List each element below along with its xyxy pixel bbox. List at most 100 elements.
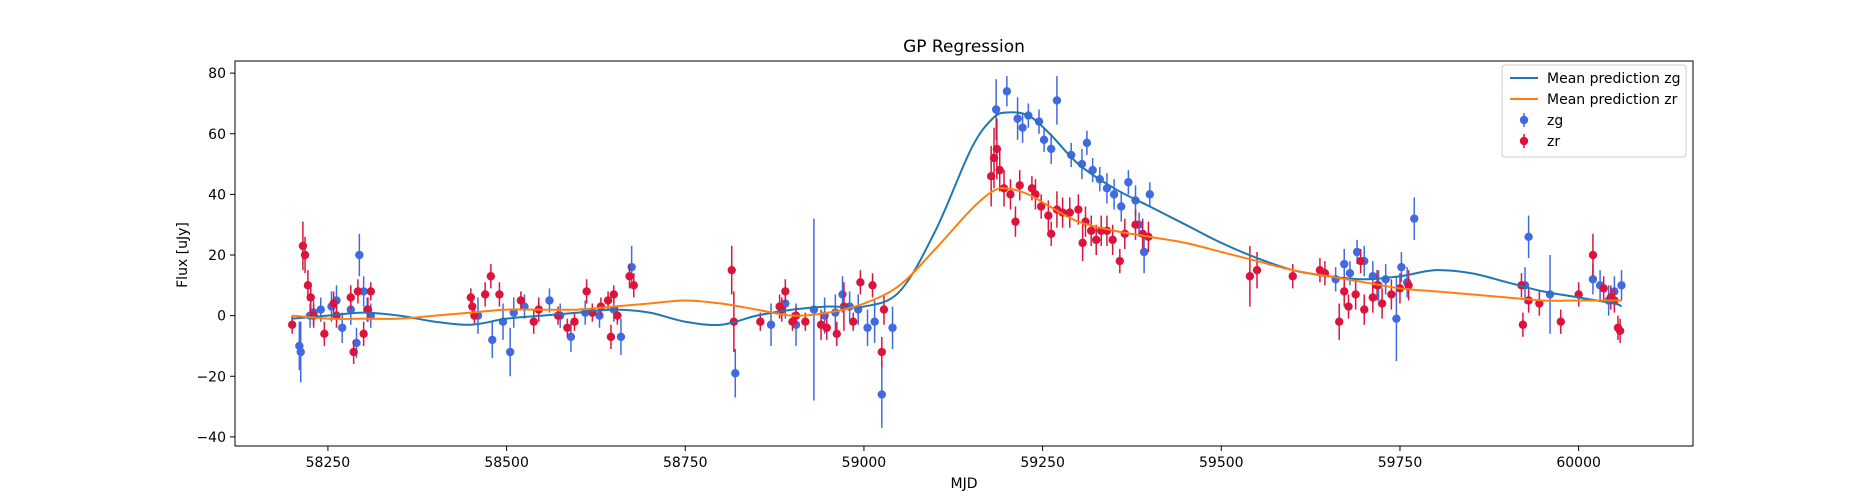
data-point-zg: [1018, 123, 1027, 132]
data-point-zg: [352, 338, 361, 348]
data-point-zr: [1131, 220, 1140, 229]
data-point-zg: [616, 332, 626, 342]
data-point-zr: [1087, 226, 1096, 235]
data-point-zr: [366, 287, 375, 296]
data-point-zr: [353, 287, 363, 296]
chart-title: GP Regression: [903, 37, 1025, 57]
data-point-zg: [488, 335, 497, 345]
data-point-zr: [486, 272, 496, 281]
data-point-zr: [468, 302, 477, 311]
data-point-zr: [300, 250, 310, 260]
x-tick-label: 60000: [1556, 455, 1601, 471]
data-point-zr: [877, 347, 887, 357]
data-point-zr: [1092, 235, 1101, 245]
data-point-zr: [1027, 184, 1037, 193]
data-point-zg: [1617, 281, 1626, 290]
data-point-zr: [1011, 217, 1020, 226]
x-tick-label: 59500: [1199, 455, 1244, 471]
data-point-zr: [1599, 284, 1608, 293]
data-point-zr: [570, 317, 579, 326]
legend-entry-zr-label: zr: [1547, 134, 1560, 150]
data-point-zr: [495, 290, 504, 299]
mean-line-zr: [292, 187, 1622, 320]
legend-entry-zg-marker: [1519, 115, 1529, 125]
data-point-zr: [1065, 208, 1074, 217]
data-point-zr: [1046, 229, 1056, 238]
data-point-zg: [1381, 275, 1390, 284]
data-point-zr: [563, 323, 572, 332]
data-point-zg: [627, 262, 636, 272]
data-point-zr: [992, 144, 1002, 154]
data-point-zr: [1588, 250, 1598, 260]
data-point-zr: [1006, 190, 1015, 199]
data-point-zg: [838, 290, 847, 299]
mean-line-zg: [292, 111, 1623, 326]
data-point-zg: [766, 320, 776, 329]
data-point-zr: [1044, 211, 1053, 220]
data-point-zr: [1252, 265, 1262, 275]
data-point-zg: [863, 323, 872, 332]
legend-entry-mean-zr-label: Mean prediction zr: [1547, 92, 1678, 108]
x-tick-label: 58250: [306, 455, 351, 471]
data-point-zg: [1124, 178, 1133, 187]
data-point-zr: [1351, 290, 1360, 299]
data-point-zr: [856, 278, 865, 287]
data-point-zr: [359, 329, 368, 339]
data-point-zr: [1245, 272, 1255, 281]
data-point-zr: [788, 317, 797, 326]
y-tick-label: −20: [196, 369, 226, 385]
data-point-zg: [1013, 114, 1022, 123]
data-point-zr: [625, 272, 634, 281]
y-tick-label: 60: [208, 127, 226, 143]
axes: 58250 58500 58750 59000 59250 59500 59750 60000…: [196, 60, 1694, 471]
data-point-zr: [582, 287, 591, 296]
data-point-zg: [296, 347, 305, 357]
legend-box: [1501, 64, 1687, 158]
data-point-zr: [553, 311, 563, 320]
data-point-zg: [1002, 87, 1012, 96]
data-point-zr: [879, 305, 889, 314]
data-point-zg: [991, 105, 1001, 114]
data-point-zr: [801, 317, 810, 326]
data-point-zr: [1078, 238, 1087, 248]
data-point-zr: [1288, 272, 1297, 281]
data-point-zr: [1377, 299, 1387, 308]
y-tick-label: −40: [196, 430, 226, 446]
legend-entry-zg-label: zg: [1547, 113, 1563, 129]
data-point-zg: [1117, 202, 1126, 211]
data-point-zr: [989, 153, 999, 163]
data-point-zg: [545, 296, 554, 305]
data-point-zg: [505, 347, 515, 357]
data-point-zg: [1145, 190, 1155, 199]
data-point-zg: [877, 390, 887, 399]
data-point-zg: [338, 323, 347, 332]
series-zg: [295, 76, 1626, 428]
data-point-zg: [1139, 247, 1149, 257]
data-point-zg: [1039, 135, 1049, 145]
data-point-zr: [329, 299, 338, 308]
data-point-zr: [466, 293, 476, 302]
data-point-zg: [509, 308, 518, 317]
legend: Mean prediction zg Mean prediction zr zg zr: [1501, 64, 1687, 158]
data-point-zg: [355, 250, 364, 260]
data-point-zr: [995, 165, 1004, 175]
x-tick-label: 58500: [484, 455, 529, 471]
y-tick-label: 20: [208, 248, 226, 264]
data-point-zg: [1345, 269, 1355, 278]
data-point-zg: [1109, 190, 1119, 199]
data-point-zr: [1108, 235, 1117, 245]
data-point-zr: [1518, 320, 1528, 329]
data-point-zr: [1036, 202, 1046, 211]
data-point-zr: [849, 317, 858, 326]
data-point-zr: [1360, 305, 1369, 314]
data-point-zr: [629, 281, 639, 290]
data-point-zr: [320, 329, 329, 339]
y-tick-label: 80: [208, 66, 226, 82]
data-point-zr: [606, 332, 616, 342]
data-point-zr: [516, 296, 526, 305]
data-point-zr: [1404, 281, 1413, 290]
data-point-zg: [731, 369, 740, 378]
data-point-zr: [613, 311, 622, 320]
data-point-zr: [349, 347, 358, 357]
